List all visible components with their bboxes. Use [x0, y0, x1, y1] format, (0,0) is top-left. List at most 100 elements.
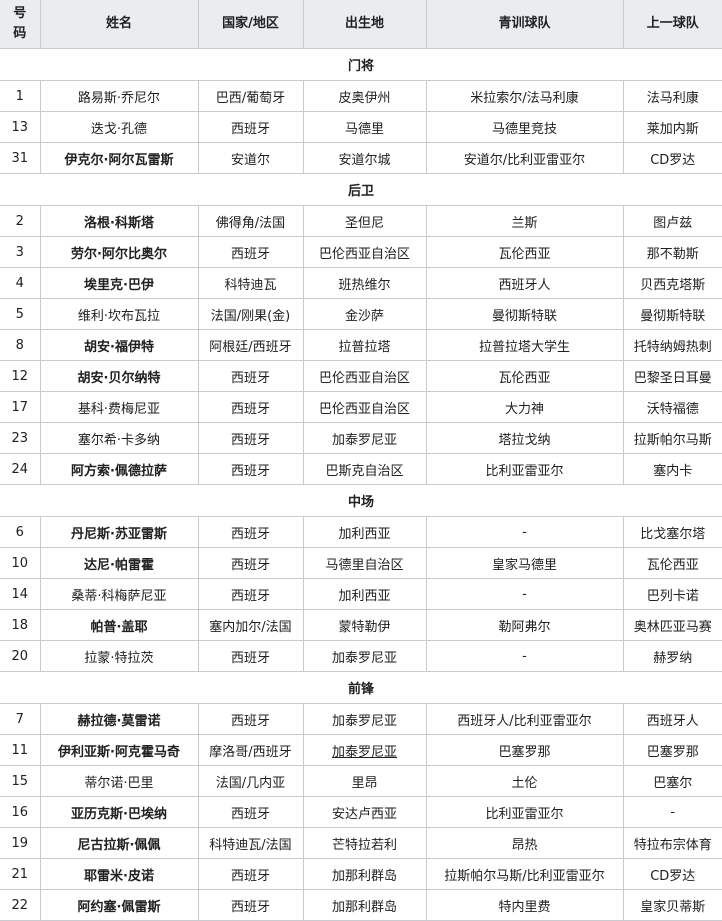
cell-number: 4 — [0, 267, 41, 299]
cell-birthplace: 马德里 — [302, 111, 427, 143]
table-row: 24 阿方索·佩德拉萨 西班牙 巴斯克自治区 比利亚雷亚尔 塞内卡 — [0, 453, 722, 485]
table-row: 20 拉蒙·特拉茨 西班牙 加泰罗尼亚 - 赫罗纳 — [0, 640, 722, 672]
cell-name: 阿方索·佩德拉萨 — [39, 453, 199, 485]
cell-name: 拉蒙·特拉茨 — [39, 640, 199, 672]
cell-birthplace: 巴伦西亚自治区 — [302, 236, 427, 268]
cell-number: 1 — [0, 80, 41, 112]
section-row: 中场 — [0, 484, 722, 517]
cell-nation: 科特迪瓦/法国 — [197, 827, 304, 859]
cell-youth-club: 勒阿弗尔 — [425, 609, 624, 641]
cell-youth-club: 比利亚雷亚尔 — [425, 453, 624, 485]
cell-nation: 巴西/葡萄牙 — [197, 80, 304, 112]
cell-birthplace: 加利西亚 — [302, 516, 427, 548]
cell-nation: 西班牙 — [197, 236, 304, 268]
cell-previous-club: 图卢兹 — [622, 205, 722, 237]
section-row: 前锋 — [0, 671, 722, 704]
cell-name: 埃里克·巴伊 — [39, 267, 199, 299]
cell-birthplace: 安道尔城 — [302, 142, 427, 174]
cell-youth-club: 兰斯 — [425, 205, 624, 237]
table-row: 18 帕普·盖耶 塞内加尔/法国 蒙特勒伊 勒阿弗尔 奥林匹亚马赛 — [0, 609, 722, 641]
cell-nation: 佛得角/法国 — [197, 205, 304, 237]
cell-name: 劳尔·阿尔比奥尔 — [39, 236, 199, 268]
cell-nation: 科特迪瓦 — [197, 267, 304, 299]
table-row: 4 埃里克·巴伊 科特迪瓦 班热维尔 西班牙人 贝西克塔斯 — [0, 267, 722, 299]
cell-youth-club: - — [425, 516, 624, 548]
cell-number: 19 — [0, 827, 41, 859]
cell-name: 洛根·科斯塔 — [39, 205, 199, 237]
table-row: 12 胡安·贝尔纳特 西班牙 巴伦西亚自治区 瓦伦西亚 巴黎圣日耳曼 — [0, 360, 722, 392]
cell-previous-club: 巴黎圣日耳曼 — [622, 360, 722, 392]
cell-nation: 安道尔 — [197, 142, 304, 174]
cell-youth-club: 土伦 — [425, 765, 624, 797]
cell-birthplace[interactable]: 加泰罗尼亚 — [302, 734, 427, 766]
cell-nation: 西班牙 — [197, 453, 304, 485]
cell-nation: 西班牙 — [197, 422, 304, 454]
cell-number: 23 — [0, 422, 41, 454]
table-row: 14 桑蒂·科梅萨尼亚 西班牙 加利西亚 - 巴列卡诺 — [0, 578, 722, 610]
table-row: 13 迭戈·孔德 西班牙 马德里 马德里竞技 莱加内斯 — [0, 111, 722, 143]
table-row: 16 亚历克斯·巴埃纳 西班牙 安达卢西亚 比利亚雷亚尔 - — [0, 796, 722, 828]
cell-name: 尼古拉斯·佩佩 — [39, 827, 199, 859]
table-row: 10 达尼·帕雷霍 西班牙 马德里自治区 皇家马德里 瓦伦西亚 — [0, 547, 722, 579]
cell-birthplace: 芒特拉若利 — [302, 827, 427, 859]
cell-youth-club: 巴塞罗那 — [425, 734, 624, 766]
cell-nation: 法国/几内亚 — [197, 765, 304, 797]
cell-previous-club: 巴塞尔 — [622, 765, 722, 797]
cell-birthplace: 里昂 — [302, 765, 427, 797]
table-row: 1 路易斯·乔尼尔 巴西/葡萄牙 皮奥伊州 米拉索尔/法马利康 法马利康 — [0, 80, 722, 112]
table-row: 7 赫拉德·莫雷诺 西班牙 加泰罗尼亚 西班牙人/比利亚雷亚尔 西班牙人 — [0, 703, 722, 735]
cell-nation: 西班牙 — [197, 703, 304, 735]
cell-nation: 西班牙 — [197, 640, 304, 672]
cell-previous-club: 莱加内斯 — [622, 111, 722, 143]
cell-number: 10 — [0, 547, 41, 579]
cell-name: 达尼·帕雷霍 — [39, 547, 199, 579]
table-row: 3 劳尔·阿尔比奥尔 西班牙 巴伦西亚自治区 瓦伦西亚 那不勒斯 — [0, 236, 722, 268]
table-row: 22 阿约塞·佩雷斯 西班牙 加那利群岛 特内里费 皇家贝蒂斯 — [0, 889, 722, 921]
cell-previous-club: 塞内卡 — [622, 453, 722, 485]
cell-birthplace: 圣但尼 — [302, 205, 427, 237]
cell-youth-club: 米拉索尔/法马利康 — [425, 80, 624, 112]
cell-number: 8 — [0, 329, 41, 361]
cell-name: 耶雷米·皮诺 — [39, 858, 199, 890]
cell-youth-club: 昂热 — [425, 827, 624, 859]
cell-birthplace: 马德里自治区 — [302, 547, 427, 579]
cell-nation: 阿根廷/西班牙 — [197, 329, 304, 361]
cell-youth-club: 塔拉戈纳 — [425, 422, 624, 454]
cell-name: 基科·费梅尼亚 — [39, 391, 199, 423]
cell-previous-club: 西班牙人 — [622, 703, 722, 735]
cell-previous-club: 沃特福德 — [622, 391, 722, 423]
cell-name: 塞尔希·卡多纳 — [39, 422, 199, 454]
cell-previous-club: 特拉布宗体育 — [622, 827, 722, 859]
col-header-birthplace: 出生地 — [302, 0, 427, 49]
table-row: 5 维利·坎布瓦拉 法国/刚果(金) 金沙萨 曼彻斯特联 曼彻斯特联 — [0, 298, 722, 330]
cell-number: 2 — [0, 205, 41, 237]
cell-previous-club: 皇家贝蒂斯 — [622, 889, 722, 921]
cell-name: 伊利亚斯·阿克霍马奇 — [39, 734, 199, 766]
cell-previous-club: 曼彻斯特联 — [622, 298, 722, 330]
header-row: 号码 姓名 国家/地区 出生地 青训球队 上一球队 — [0, 0, 722, 49]
table-row: 31 伊克尔·阿尔瓦雷斯 安道尔 安道尔城 安道尔/比利亚雷亚尔 CD罗达 — [0, 142, 722, 174]
table-row: 17 基科·费梅尼亚 西班牙 巴伦西亚自治区 大力神 沃特福德 — [0, 391, 722, 423]
cell-youth-club: 拉斯帕尔马斯/比利亚雷亚尔 — [425, 858, 624, 890]
cell-previous-club: - — [622, 796, 722, 828]
section-title: 前锋 — [0, 671, 722, 704]
section-row: 门将 — [0, 48, 722, 81]
table-row: 6 丹尼斯·苏亚雷斯 西班牙 加利西亚 - 比戈塞尔塔 — [0, 516, 722, 548]
cell-number: 21 — [0, 858, 41, 890]
cell-youth-club: 瓦伦西亚 — [425, 360, 624, 392]
cell-name: 胡安·贝尔纳特 — [39, 360, 199, 392]
cell-nation: 摩洛哥/西班牙 — [197, 734, 304, 766]
cell-previous-club: 比戈塞尔塔 — [622, 516, 722, 548]
cell-youth-club: 皇家马德里 — [425, 547, 624, 579]
cell-youth-club: - — [425, 578, 624, 610]
cell-number: 3 — [0, 236, 41, 268]
cell-name: 桑蒂·科梅萨尼亚 — [39, 578, 199, 610]
cell-number: 13 — [0, 111, 41, 143]
col-header-previous-club: 上一球队 — [622, 0, 722, 49]
cell-birthplace: 加那利群岛 — [302, 858, 427, 890]
cell-number: 31 — [0, 142, 41, 174]
cell-birthplace: 加泰罗尼亚 — [302, 422, 427, 454]
cell-previous-club: CD罗达 — [622, 858, 722, 890]
cell-birthplace: 皮奥伊州 — [302, 80, 427, 112]
table-row: 2 洛根·科斯塔 佛得角/法国 圣但尼 兰斯 图卢兹 — [0, 205, 722, 237]
